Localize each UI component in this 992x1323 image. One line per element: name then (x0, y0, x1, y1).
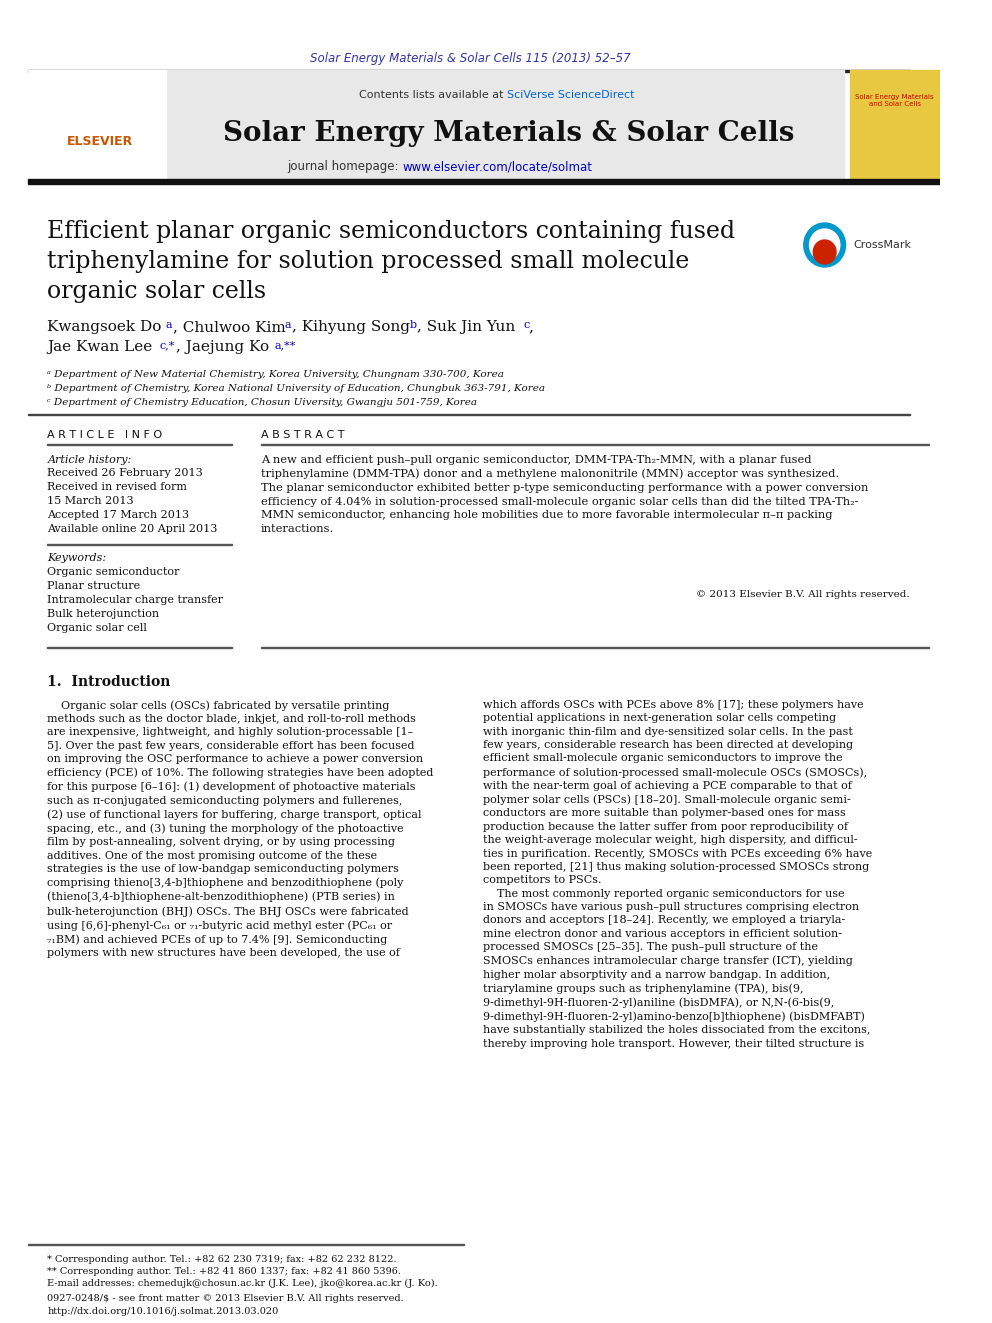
Text: Jae Kwan Lee: Jae Kwan Lee (48, 340, 153, 355)
Text: A R T I C L E   I N F O: A R T I C L E I N F O (48, 430, 163, 441)
Text: Efficient planar organic semiconductors containing fused
triphenylamine for solu: Efficient planar organic semiconductors … (48, 220, 735, 303)
Text: 0927-0248/$ - see front matter © 2013 Elsevier B.V. All rights reserved.: 0927-0248/$ - see front matter © 2013 El… (48, 1294, 404, 1303)
Circle shape (813, 239, 836, 265)
Text: a: a (285, 320, 291, 329)
Circle shape (809, 229, 840, 261)
Bar (29, 179, 940, 184)
Bar (166, 70, 843, 180)
Text: , Jaejung Ko: , Jaejung Ko (177, 340, 270, 355)
Text: Received 26 February 2013
Received in revised form
15 March 2013
Accepted 17 Mar: Received 26 February 2013 Received in re… (48, 468, 218, 534)
Bar (29, 70, 910, 71)
Text: 1.  Introduction: 1. Introduction (48, 675, 171, 689)
Text: Article history:: Article history: (48, 455, 132, 464)
Text: Organic solar cells (OSCs) fabricated by versatile printing
methods such as the : Organic solar cells (OSCs) fabricated by… (48, 700, 434, 958)
Text: , Kihyung Song: , Kihyung Song (292, 320, 410, 333)
Text: Organic semiconductor
Planar structure
Intramolecular charge transfer
Bulk heter: Organic semiconductor Planar structure I… (48, 568, 223, 632)
Bar (29, 70, 166, 180)
Text: journal homepage:: journal homepage: (288, 160, 403, 173)
Text: ᶜ Department of Chemistry Education, Chosun Uiversity, Gwangju 501-759, Korea: ᶜ Department of Chemistry Education, Cho… (48, 398, 477, 407)
Text: SciVerse ScienceDirect: SciVerse ScienceDirect (507, 90, 635, 101)
Bar (850, 70, 940, 180)
Circle shape (804, 224, 845, 267)
Text: Solar Energy Materials
and Solar Cells: Solar Energy Materials and Solar Cells (855, 94, 934, 106)
Text: , Chulwoo Kim: , Chulwoo Kim (173, 320, 286, 333)
Text: www.elsevier.com/locate/solmat: www.elsevier.com/locate/solmat (403, 160, 593, 173)
Text: Solar Energy Materials & Solar Cells 115 (2013) 52–57: Solar Energy Materials & Solar Cells 115… (310, 52, 631, 65)
Text: http://dx.doi.org/10.1016/j.solmat.2013.03.020: http://dx.doi.org/10.1016/j.solmat.2013.… (48, 1307, 279, 1316)
Text: Keywords:: Keywords: (48, 553, 106, 564)
Text: A B S T R A C T: A B S T R A C T (261, 430, 344, 441)
Text: ,: , (529, 320, 534, 333)
Text: , Suk Jin Yun: , Suk Jin Yun (417, 320, 515, 333)
Text: Contents lists available at: Contents lists available at (359, 90, 507, 101)
Text: Solar Energy Materials & Solar Cells: Solar Energy Materials & Solar Cells (223, 120, 795, 147)
Text: CrossMark: CrossMark (853, 239, 911, 250)
Text: E-mail addresses: chemedujk@chosun.ac.kr (J.K. Lee), jko@korea.ac.kr (J. Ko).: E-mail addresses: chemedujk@chosun.ac.kr… (48, 1279, 438, 1289)
Text: which affords OSCs with PCEs above 8% [17]; these polymers have
potential applic: which affords OSCs with PCEs above 8% [1… (483, 700, 873, 1049)
Text: Kwangsoek Do: Kwangsoek Do (48, 320, 162, 333)
Text: * Corresponding author. Tel.: +82 62 230 7319; fax: +82 62 232 8122.: * Corresponding author. Tel.: +82 62 230… (48, 1256, 397, 1263)
Text: ᵇ Department of Chemistry, Korea National University of Education, Chungbuk 363-: ᵇ Department of Chemistry, Korea Nationa… (48, 384, 546, 393)
Text: b: b (410, 320, 417, 329)
Text: ELSEVIER: ELSEVIER (66, 135, 133, 148)
Text: a: a (166, 320, 173, 329)
Text: a,**: a,** (275, 340, 297, 351)
Text: c: c (523, 320, 530, 329)
Text: A new and efficient push–pull organic semiconductor, DMM-TPA-Th₂-MMN, with a pla: A new and efficient push–pull organic se… (261, 455, 868, 533)
Text: c,*: c,* (160, 340, 175, 351)
Text: © 2013 Elsevier B.V. All rights reserved.: © 2013 Elsevier B.V. All rights reserved… (696, 590, 910, 599)
Text: ** Corresponding author. Tel.: +82 41 860 1337; fax: +82 41 860 5396.: ** Corresponding author. Tel.: +82 41 86… (48, 1267, 402, 1275)
Text: ᵃ Department of New Material Chemistry, Korea University, Chungnam 330-700, Kore: ᵃ Department of New Material Chemistry, … (48, 370, 504, 378)
